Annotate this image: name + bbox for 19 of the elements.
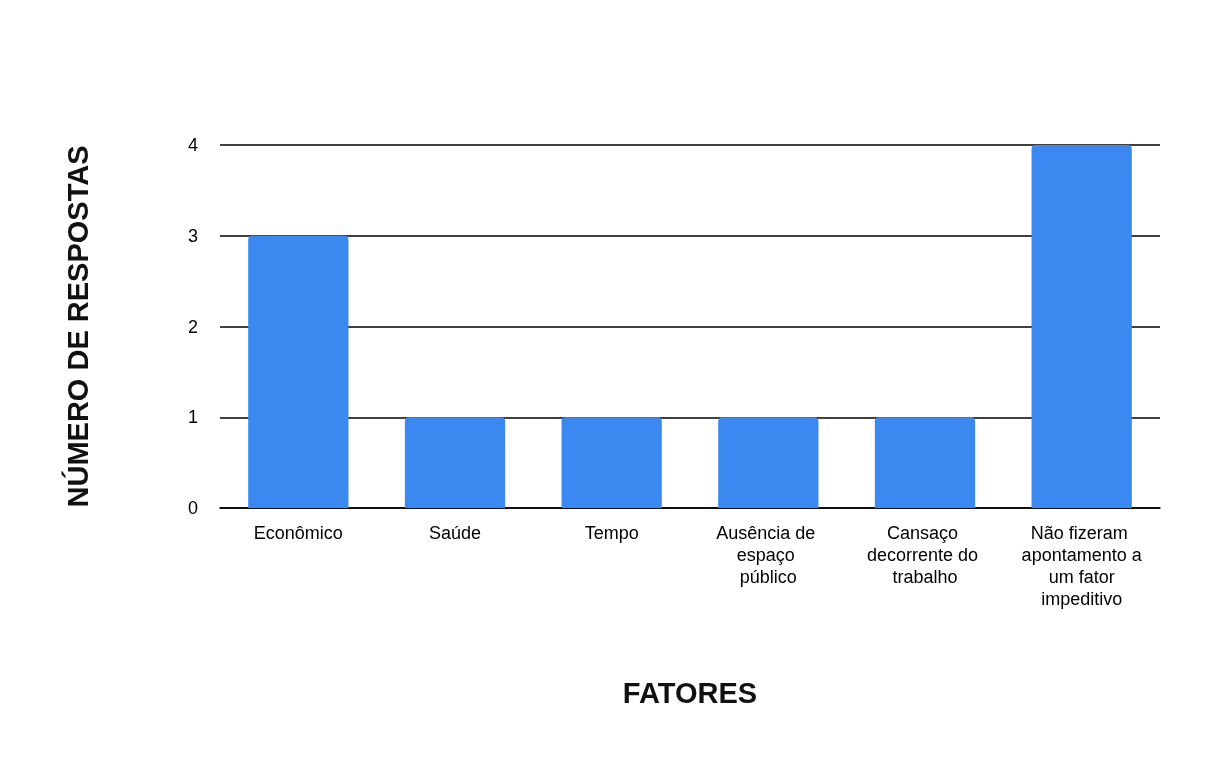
bar — [1031, 145, 1132, 508]
x-tick-label: Cansaço decorrente do trabalho — [866, 523, 984, 587]
x-tick-label: Não fizeram apontamento a um fator impeditivo — [1021, 523, 1143, 609]
y-axis-title: NÚMERO DE RESPOSTAS — [60, 145, 94, 508]
bar — [404, 417, 506, 508]
bar — [561, 417, 662, 508]
y-tick-label: 0 — [187, 498, 198, 518]
x-tick-label: Saúde — [428, 523, 482, 543]
bar — [718, 417, 819, 508]
y-tick-label: 1 — [187, 407, 198, 428]
x-axis-title: FATORES — [622, 676, 758, 709]
x-tick-label: Ausência de espaço público — [716, 523, 821, 587]
y-tick-label: 4 — [187, 135, 198, 155]
y-tick-label: 3 — [187, 225, 198, 246]
x-tick-label: Tempo — [584, 523, 639, 543]
bar — [874, 417, 976, 508]
y-tick-label: 2 — [187, 316, 198, 337]
bar — [248, 235, 349, 508]
x-tick-label: Econômico — [253, 523, 343, 543]
